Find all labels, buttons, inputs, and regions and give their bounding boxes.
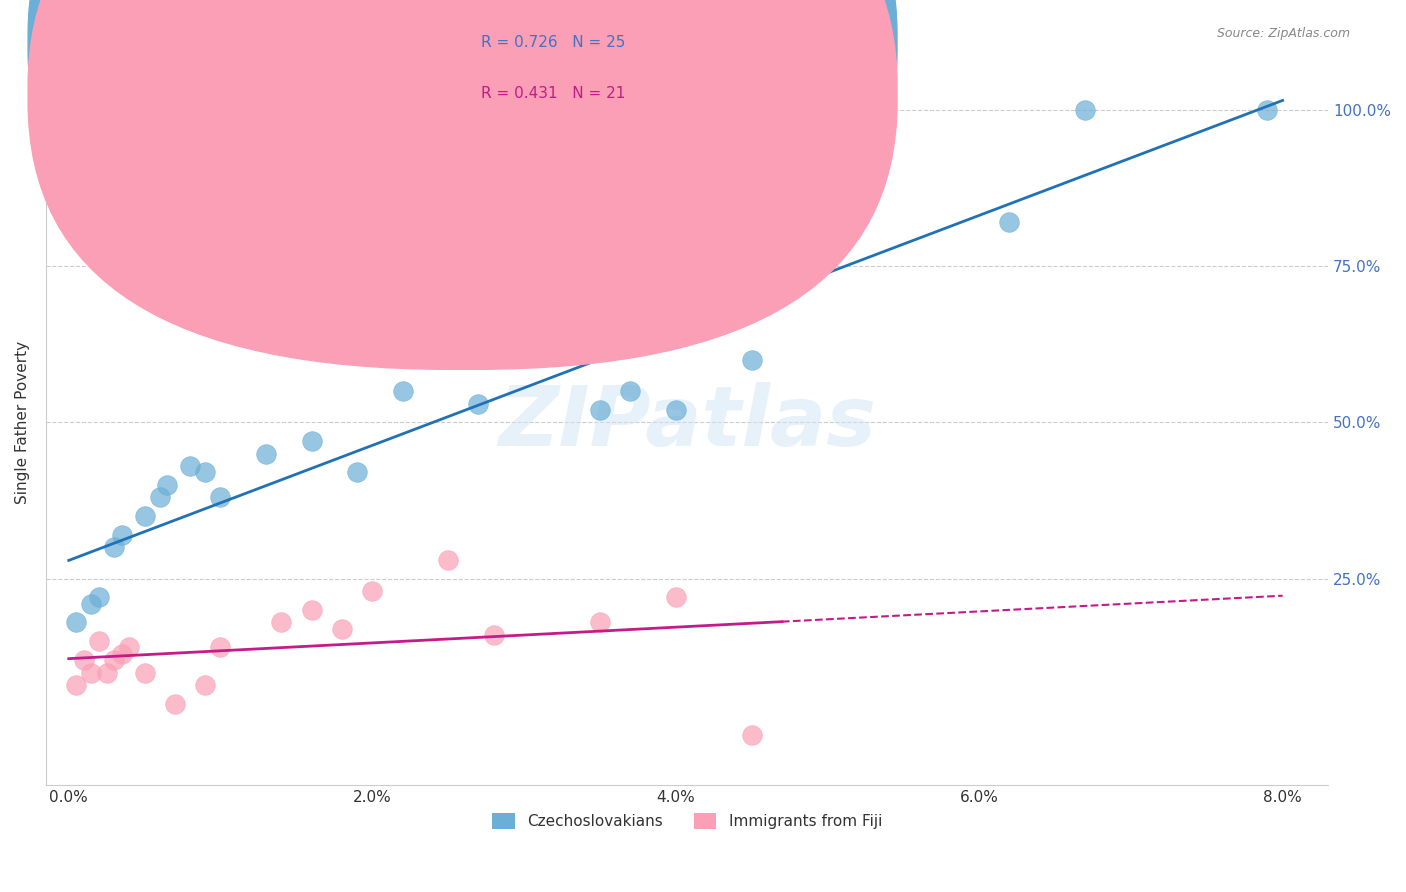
Point (589, 615, 612, 630)
Point (156, 478, 179, 492)
Point (467, 396, 489, 410)
Point (254, 447, 277, 461)
Point (194, 678, 217, 692)
Point (65, 615, 87, 630)
Point (998, 215, 1021, 229)
Point (111, 528, 134, 542)
Point (330, 622, 353, 636)
Point (391, 384, 413, 398)
Point (741, 352, 763, 367)
Text: CZECHOSLOVAKIAN VS IMMIGRANTS FROM FIJI SINGLE FATHER POVERTY CORRELATION CHART: CZECHOSLOVAKIAN VS IMMIGRANTS FROM FIJI … (56, 27, 865, 42)
Point (209, 640, 232, 655)
Point (194, 466, 217, 480)
Point (209, 491, 232, 505)
Point (65, 678, 87, 692)
Point (179, 459, 201, 474)
Text: ZIPatlas: ZIPatlas (498, 382, 876, 463)
Point (134, 509, 156, 524)
Point (118, 640, 141, 655)
Point (87, 591, 110, 605)
Point (665, 591, 688, 605)
Text: Source: ZipAtlas.com: Source: ZipAtlas.com (1216, 27, 1350, 40)
Point (73, 653, 96, 667)
Point (163, 697, 186, 711)
Point (815, 227, 838, 242)
Point (134, 665, 156, 680)
Point (482, 628, 505, 642)
Point (96, 665, 118, 680)
Point (619, 384, 641, 398)
Point (103, 653, 125, 667)
Point (665, 402, 688, 417)
Point (111, 647, 134, 661)
Point (1256, 103, 1278, 117)
Text: R = 0.431   N = 21: R = 0.431 N = 21 (481, 87, 626, 101)
Point (301, 434, 323, 449)
Point (741, 728, 763, 742)
Point (346, 466, 368, 480)
Point (513, 321, 536, 335)
Point (589, 402, 612, 417)
Point (1074, 103, 1097, 117)
Point (149, 491, 172, 505)
Legend: Czechoslovakians, Immigrants from Fiji: Czechoslovakians, Immigrants from Fiji (486, 807, 889, 836)
Point (80, 665, 103, 680)
Point (270, 615, 292, 630)
Point (301, 603, 323, 617)
Point (437, 553, 460, 567)
Y-axis label: Single Father Poverty: Single Father Poverty (15, 341, 30, 504)
Point (80, 597, 103, 611)
Point (103, 541, 125, 555)
Text: R = 0.726   N = 25: R = 0.726 N = 25 (481, 36, 626, 50)
Point (87, 634, 110, 648)
Point (361, 584, 384, 599)
